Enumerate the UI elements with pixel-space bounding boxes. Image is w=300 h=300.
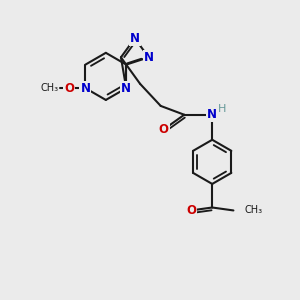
Text: N: N [80,82,90,95]
Text: N: N [121,82,131,95]
Text: CH₃: CH₃ [41,83,59,93]
Text: N: N [130,32,140,45]
Text: N: N [144,51,154,64]
Text: O: O [186,204,196,217]
Text: H: H [218,104,226,114]
Text: O: O [64,82,74,95]
Text: O: O [159,123,169,136]
Text: N: N [207,108,217,121]
Text: CH₃: CH₃ [244,206,263,215]
